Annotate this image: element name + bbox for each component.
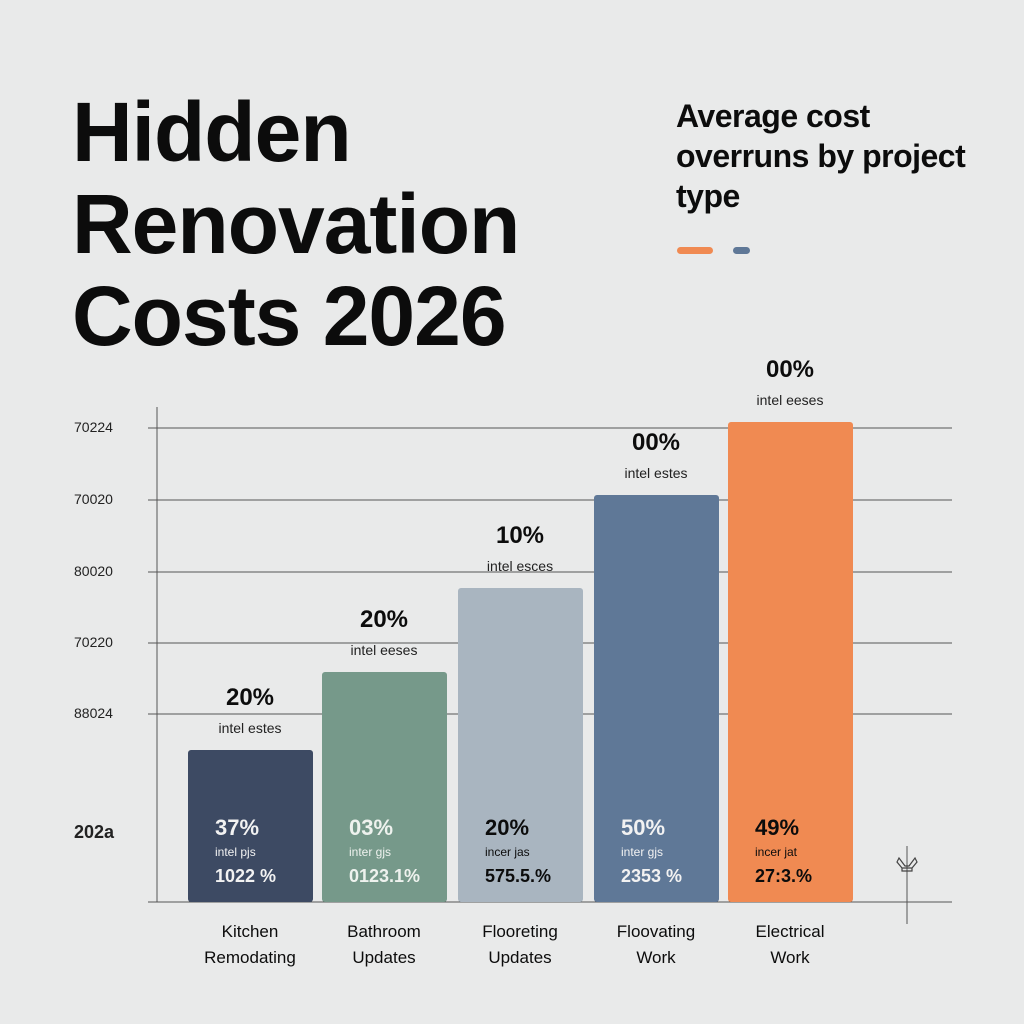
category-label: Flooreting Updates bbox=[450, 919, 590, 971]
legend-swatch-blue bbox=[733, 247, 750, 254]
category-label-line: Work bbox=[636, 948, 676, 967]
bar-inner-sublabel: inter gjs bbox=[349, 845, 392, 859]
bar bbox=[322, 671, 447, 902]
bar-top-label: 00% bbox=[765, 355, 815, 383]
y-tick-label: 88024 bbox=[74, 705, 113, 721]
bar-inner-sublabel: intel pjs bbox=[215, 845, 256, 859]
bar bbox=[728, 421, 853, 902]
category-label-line: Bathroom bbox=[347, 922, 421, 941]
chart-title: Hidden Renovation Costs 2026 bbox=[72, 86, 672, 362]
chart-subtitle: Average cost overruns by project type bbox=[676, 98, 966, 214]
bar-top-sublabel: intel estes bbox=[624, 465, 688, 482]
bar-top-label: 20% bbox=[225, 684, 275, 712]
bar-top-sublabel: intel eeses bbox=[756, 391, 824, 408]
bar-inner-value: 37% bbox=[215, 815, 260, 840]
category-label-line: Kitchen bbox=[221, 922, 279, 941]
bar-inner-secondary: 27:3.% bbox=[755, 866, 813, 886]
legend-swatch-orange bbox=[677, 247, 713, 254]
category-label: Floovating Work bbox=[586, 919, 726, 971]
bar-top-sublabel: intel estes bbox=[218, 720, 282, 737]
bar bbox=[188, 750, 313, 902]
bar-inner-secondary: 575.5.% bbox=[485, 866, 552, 886]
bar-inner-value: 20% bbox=[485, 815, 530, 840]
category-label-line: Floovating bbox=[616, 922, 696, 941]
bar-inner-sublabel: incer jas bbox=[485, 845, 530, 859]
category-label-line: Work bbox=[770, 948, 810, 967]
category-label-line: Updates bbox=[488, 948, 552, 967]
bar-top-label: 10% bbox=[495, 522, 545, 550]
category-label-line: Flooreting bbox=[482, 922, 558, 941]
category-label-line: Remodating bbox=[204, 948, 296, 967]
bar-inner-value: 50% bbox=[621, 815, 666, 840]
y-tick-label: 70220 bbox=[74, 634, 113, 650]
bowtie-marker-icon bbox=[896, 856, 918, 872]
bar-inner-secondary: 1022 % bbox=[215, 866, 277, 886]
bar bbox=[458, 588, 583, 902]
category-label: Kitchen Remodating bbox=[180, 919, 320, 971]
category-label: Electrical Work bbox=[720, 919, 860, 971]
bar-inner-sublabel: inter gjs bbox=[621, 845, 664, 859]
bar-top-sublabel: intel eeses bbox=[350, 641, 418, 658]
bar-top-label: 00% bbox=[631, 429, 681, 457]
y-tick-label: 70020 bbox=[74, 491, 113, 507]
bar-inner-secondary: 2353 % bbox=[621, 866, 683, 886]
bar-top-sublabel: intel esces bbox=[486, 558, 554, 575]
category-label: Bathroom Updates bbox=[314, 919, 454, 971]
title-text: Hidden Renovation Costs 2026 bbox=[72, 85, 520, 363]
bar-inner-secondary: 0123.1% bbox=[349, 866, 421, 886]
category-label-line: Electrical bbox=[755, 922, 825, 941]
y-tick-label: 202a bbox=[74, 822, 115, 842]
bar-inner-sublabel: incer jat bbox=[755, 845, 798, 859]
bar bbox=[594, 495, 719, 902]
category-label-line: Updates bbox=[352, 948, 416, 967]
bar-top-label: 20% bbox=[359, 605, 409, 633]
y-tick-label: 70224 bbox=[74, 419, 113, 435]
bar-inner-value: 49% bbox=[755, 815, 800, 840]
bar-inner-value: 03% bbox=[349, 815, 394, 840]
y-tick-label: 80020 bbox=[74, 563, 113, 579]
